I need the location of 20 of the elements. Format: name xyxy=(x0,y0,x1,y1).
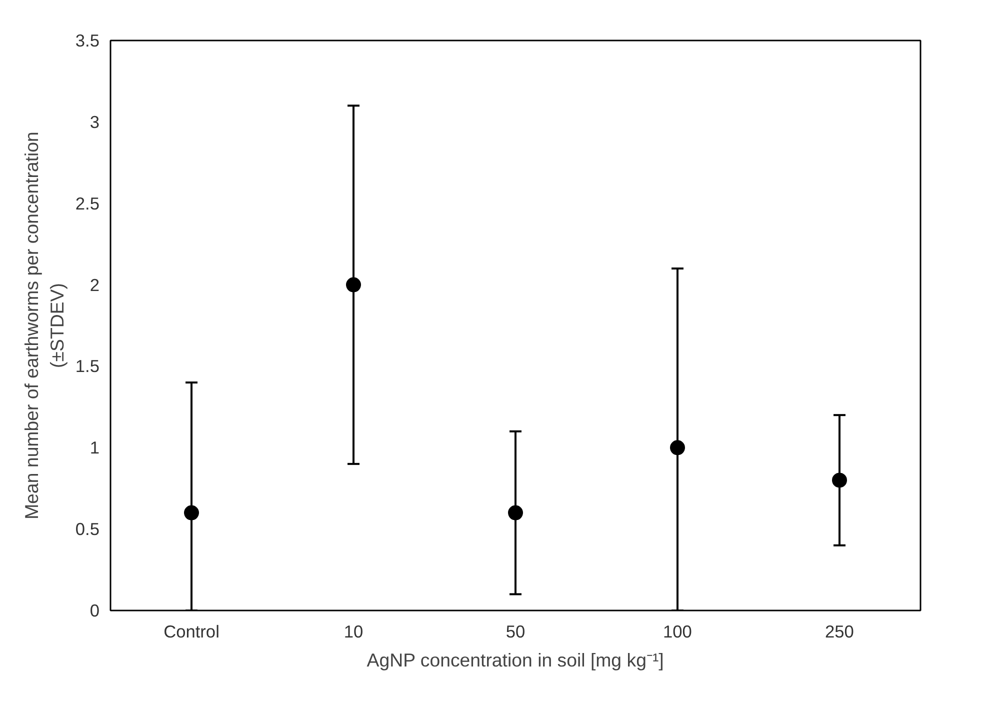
x-tick-label: 250 xyxy=(825,622,854,642)
point xyxy=(346,277,361,292)
point xyxy=(670,440,685,456)
x-tick-label: 50 xyxy=(506,622,526,642)
point xyxy=(184,505,199,520)
x-axis-title: AgNP concentration in soil [mg kg⁻¹] xyxy=(366,650,664,670)
y-tick-label: 2 xyxy=(90,274,100,295)
y-tick-label: 2.5 xyxy=(75,193,100,214)
y-tick-label: 1.5 xyxy=(75,356,100,376)
point xyxy=(832,472,847,488)
y-tick-label: 0 xyxy=(90,600,100,620)
y-tick-label: 3.5 xyxy=(75,30,100,50)
x-tick-label: 10 xyxy=(344,622,364,642)
y-axis-title: Mean number of earthworms per concentration (±STDEV) xyxy=(21,132,68,520)
x-tick-label: Control xyxy=(164,622,220,642)
x-tick-label: 100 xyxy=(663,622,692,642)
y-tick-label: 0.5 xyxy=(75,519,100,540)
y-tick-label: 1 xyxy=(90,438,100,458)
y-tick-label: 3 xyxy=(90,112,100,132)
point xyxy=(508,505,523,520)
